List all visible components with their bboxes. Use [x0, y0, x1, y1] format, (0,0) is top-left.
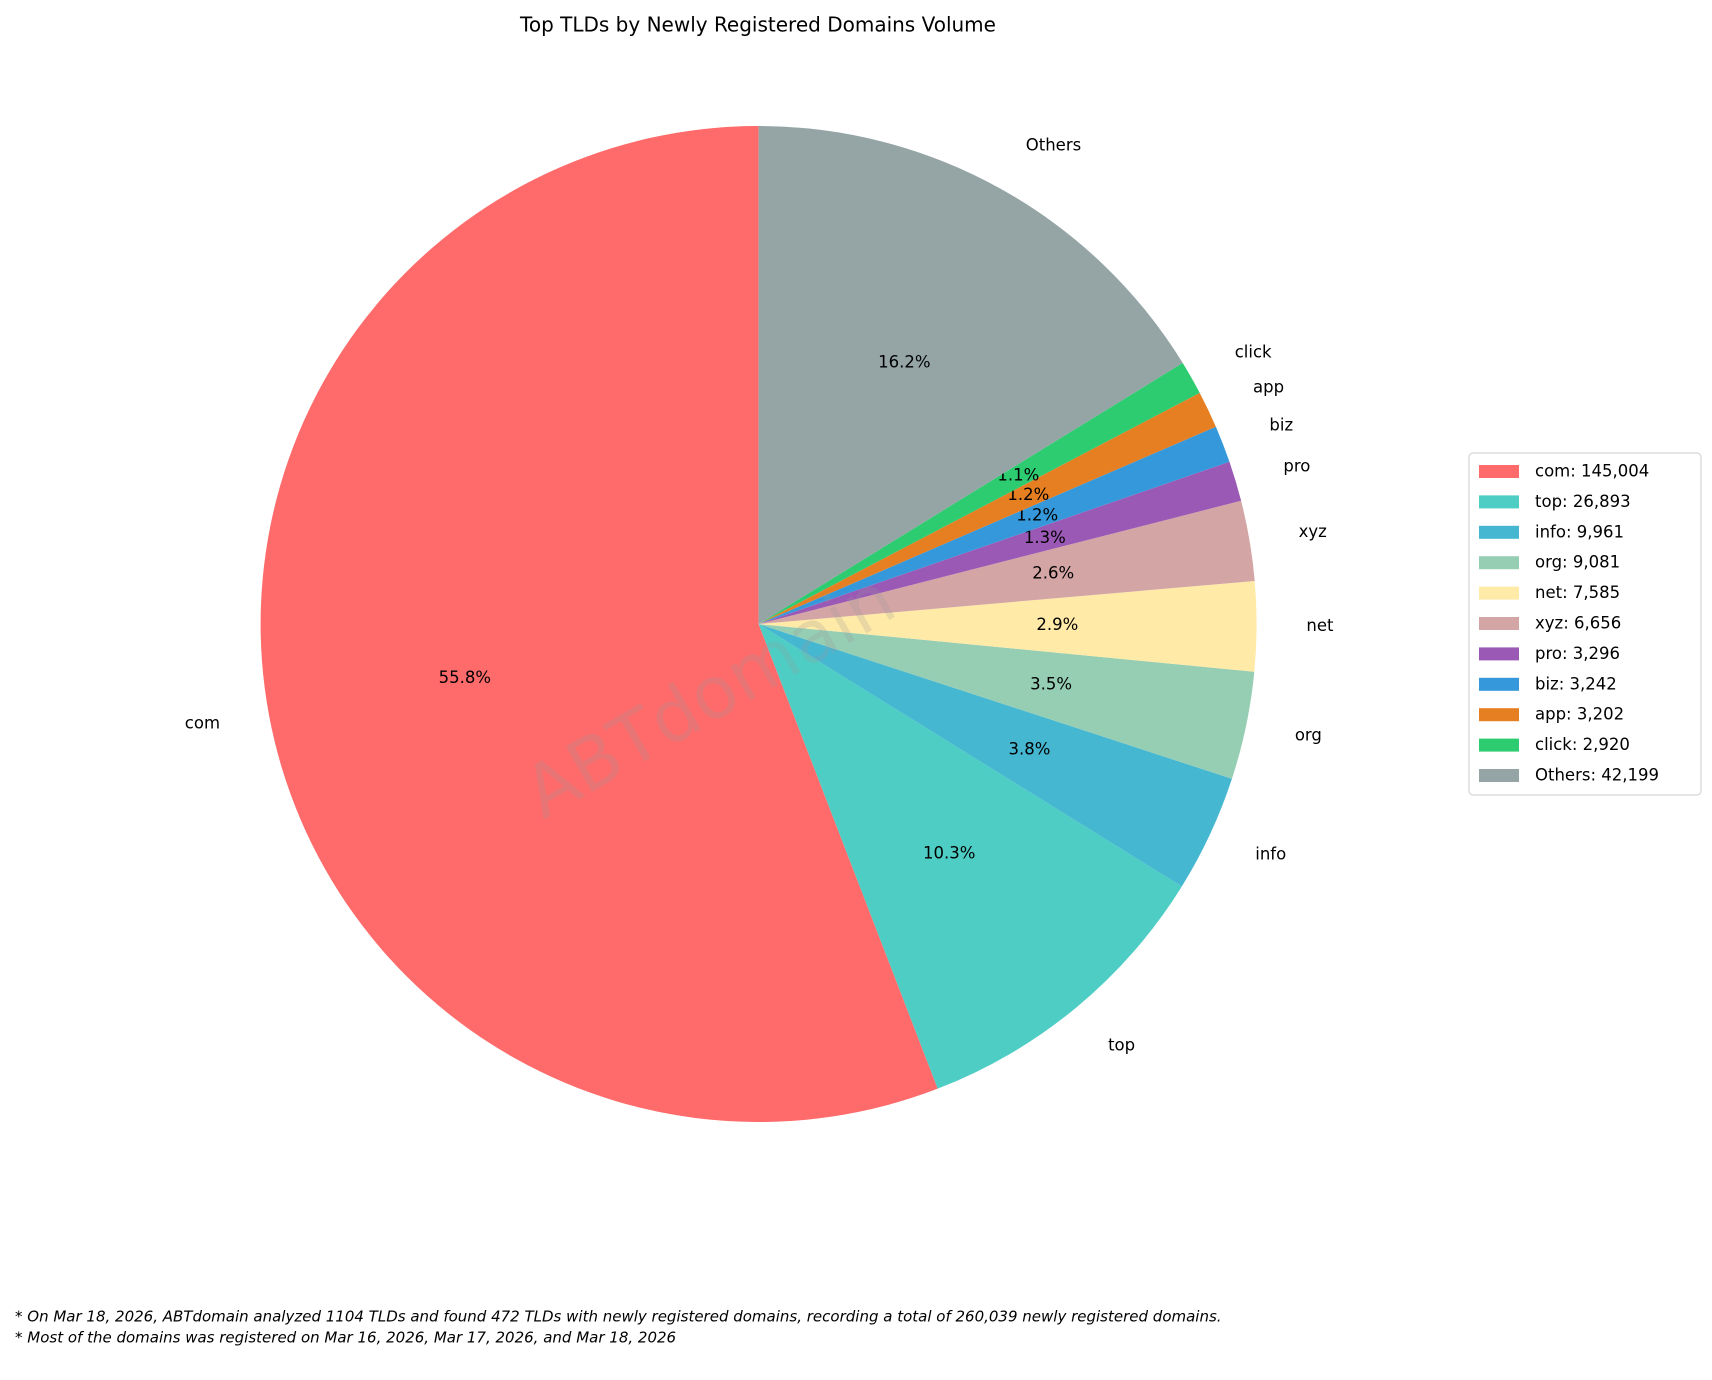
value-label: 1.2% [1007, 485, 1049, 504]
legend-swatch [1479, 647, 1519, 661]
slice-label: top [1108, 1035, 1135, 1054]
legend-label: xyz: 6,656 [1535, 614, 1621, 633]
legend-label: pro: 3,296 [1535, 644, 1620, 663]
value-label: 3.8% [1009, 740, 1051, 759]
pie-slice [758, 624, 1255, 779]
legend-box [1468, 452, 1702, 796]
legend-label: Others: 42,199 [1535, 766, 1659, 785]
legend-swatch [1479, 769, 1519, 782]
pie-slice [758, 461, 1242, 624]
pie-slice [758, 500, 1255, 624]
legend: com: 145,004 top: 26,893 info: 9,961 org: 9… [1468, 452, 1702, 796]
chart-title: Top TLDs by Newly Registered Domains Vol… [519, 13, 996, 37]
legend-label: info: 9,961 [1535, 522, 1624, 541]
legend-label: org: 9,081 [1535, 553, 1620, 572]
value-label: 2.9% [1036, 615, 1078, 634]
legend-swatch [1479, 617, 1519, 630]
footnote: * On Mar 18, 2026, ABTdomain analyzed 11… [15, 1308, 1222, 1326]
slice-label: net [1306, 616, 1334, 635]
pie-slice [758, 624, 1182, 1089]
footnote: * Most of the domains was registered on … [15, 1329, 676, 1347]
legend-label: app: 3,202 [1535, 705, 1624, 724]
legend-swatch [1479, 465, 1519, 478]
value-label: 55.8% [439, 668, 491, 687]
slice-label: pro [1283, 456, 1310, 475]
slice-label: xyz [1299, 522, 1327, 541]
value-label: 2.6% [1032, 563, 1074, 582]
legend-label: top: 26,893 [1535, 492, 1631, 511]
pie-slice [758, 392, 1216, 624]
slice-label: info [1255, 845, 1286, 864]
legend-label: net: 7,585 [1535, 583, 1620, 602]
slice-label: app [1253, 378, 1284, 397]
legend-label: biz: 3,242 [1535, 674, 1617, 693]
pie: com 55.8% top 10.3% info 3.8% org 3.5% net 2.9% xy… [185, 126, 1334, 1122]
legend-swatch [1479, 586, 1519, 600]
legend-swatch [1479, 677, 1519, 691]
value-label: 16.2% [878, 353, 930, 372]
value-label: 3.5% [1030, 675, 1072, 694]
pie-slice [758, 362, 1200, 624]
value-label: 10.3% [923, 844, 975, 863]
slice-label: Others [1026, 135, 1081, 154]
legend-label: click: 2,920 [1535, 735, 1630, 754]
slice-label: org [1295, 726, 1322, 745]
legend-swatch [1479, 495, 1519, 509]
pie-slice [758, 580, 1257, 672]
pie-slice [758, 126, 1183, 624]
value-label: 1.3% [1024, 528, 1066, 547]
slice-label: com [185, 714, 220, 733]
legend-swatch [1479, 738, 1519, 752]
pie-slice [758, 624, 1232, 887]
legend-label: com: 145,004 [1535, 462, 1649, 481]
pie-slice [260, 126, 938, 1122]
pie-slice [758, 426, 1230, 624]
legend-swatch [1479, 525, 1519, 539]
legend-swatch [1479, 708, 1519, 722]
legend-swatch [1479, 556, 1519, 570]
slice-label: click [1235, 343, 1272, 362]
slice-label: biz [1269, 416, 1293, 435]
value-label: 1.2% [1016, 506, 1058, 525]
